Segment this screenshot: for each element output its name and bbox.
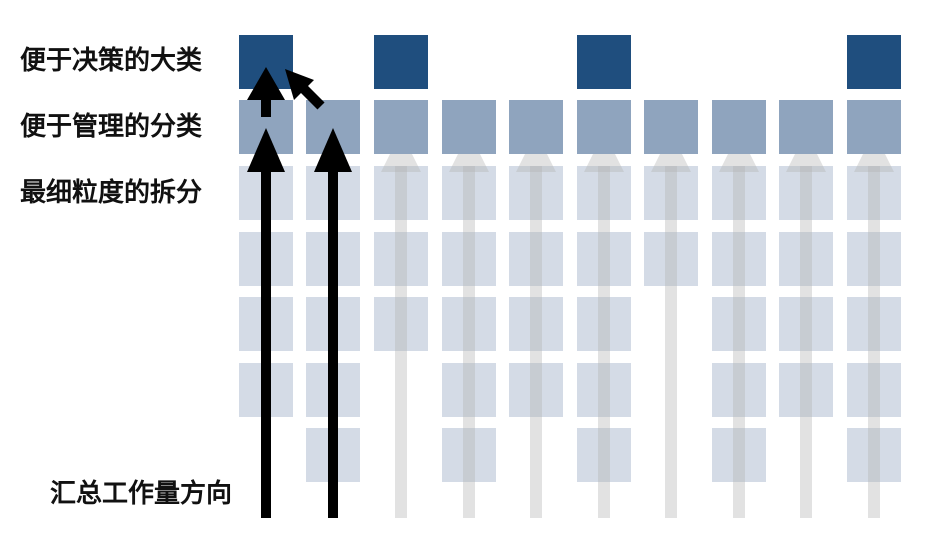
fine-block <box>847 166 901 220</box>
faded-arrow-shaft <box>530 166 542 518</box>
fine-block <box>374 297 428 351</box>
finest-split-label: 最细粒度的拆分 <box>20 178 203 208</box>
fine-block <box>442 363 496 417</box>
fine-block <box>577 363 631 417</box>
fine-block <box>779 363 833 417</box>
fine-block <box>779 166 833 220</box>
fine-block <box>509 232 563 286</box>
fine-block <box>442 297 496 351</box>
fine-block <box>712 428 766 482</box>
faded-arrow-shaft <box>598 166 610 518</box>
fine-block <box>509 363 563 417</box>
fine-block <box>712 363 766 417</box>
fine-block <box>577 166 631 220</box>
management-block <box>577 100 631 154</box>
faded-arrow-shaft <box>665 166 677 518</box>
fine-block <box>577 428 631 482</box>
aggregation-arrow-shaft <box>261 95 271 117</box>
decision-block <box>374 35 428 89</box>
fine-block <box>847 297 901 351</box>
faded-arrow-shaft <box>800 166 812 518</box>
fine-block <box>442 232 496 286</box>
faded-arrow-shaft <box>463 166 475 518</box>
decision-block <box>847 35 901 89</box>
fine-block <box>644 232 698 286</box>
fine-block <box>847 232 901 286</box>
management-blocks-layer <box>239 100 901 154</box>
management-block <box>509 100 563 154</box>
fine-block <box>847 363 901 417</box>
aggregation-arrow-shaft <box>328 166 338 518</box>
fine-block <box>442 428 496 482</box>
management-block <box>712 100 766 154</box>
fine-block <box>779 297 833 351</box>
management-block <box>442 100 496 154</box>
fine-block <box>847 428 901 482</box>
fine-block <box>374 166 428 220</box>
aggregation-direction-label: 汇总工作量方向 <box>50 479 233 509</box>
fine-block <box>779 232 833 286</box>
fine-block <box>577 297 631 351</box>
management-block <box>374 100 428 154</box>
fine-block <box>712 297 766 351</box>
aggregation-arrow-head <box>247 67 285 100</box>
faded-arrow-shaft <box>868 166 880 518</box>
aggregation-arrow-shaft <box>261 166 271 518</box>
aggregation-arrow-head <box>314 128 352 172</box>
fine-block <box>442 166 496 220</box>
management-category-label: 便于管理的分类 <box>20 112 203 142</box>
fine-block <box>712 232 766 286</box>
faded-arrow-shaft <box>733 166 745 518</box>
management-block <box>847 100 901 154</box>
aggregation-arrow-head <box>247 128 285 172</box>
highlight-arrows-layer <box>247 67 352 518</box>
fine-block <box>509 166 563 220</box>
faded-arrow-shaft <box>395 166 407 518</box>
fine-block <box>577 232 631 286</box>
decision-blocks-layer <box>239 35 901 89</box>
fine-block <box>712 166 766 220</box>
fine-block <box>509 297 563 351</box>
management-block <box>779 100 833 154</box>
fine-block <box>374 232 428 286</box>
management-block <box>644 100 698 154</box>
decision-category-label: 便于决策的大类 <box>20 46 203 76</box>
diagonal-arrow-head <box>285 69 314 100</box>
fine-block <box>644 166 698 220</box>
decision-block <box>577 35 631 89</box>
